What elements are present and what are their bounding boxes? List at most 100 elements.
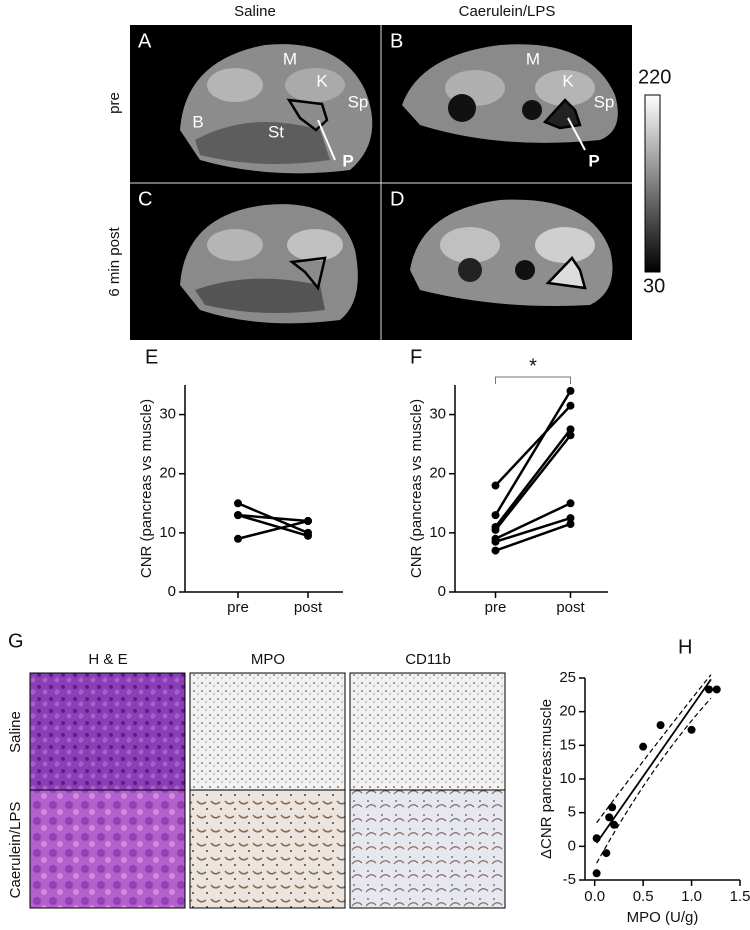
confidence-band [596, 674, 712, 824]
micrograph [349, 672, 506, 791]
data-point [602, 849, 611, 858]
micrograph [29, 672, 186, 791]
significance-mark: * [529, 355, 537, 377]
organ-label: K [562, 71, 574, 90]
panel-letter: E [145, 346, 158, 368]
mri-body [180, 204, 358, 324]
data-point [705, 685, 713, 694]
column-title: CD11b [405, 651, 451, 668]
data-point [566, 401, 575, 410]
y-tick-label: 15 [559, 736, 576, 753]
series-line [494, 428, 572, 528]
data-point [491, 546, 500, 555]
data-point [566, 386, 575, 395]
mri-body [180, 44, 373, 174]
colorbar [644, 94, 661, 273]
x-tick-label: post [556, 599, 585, 616]
row-title: Caerulein/LPS [7, 802, 24, 899]
data-point [687, 725, 696, 734]
x-tick-label: pre [485, 599, 507, 616]
series-line [494, 390, 572, 516]
colorbar-min: 30 [643, 275, 665, 297]
data-point [592, 869, 601, 878]
data-point [234, 534, 242, 543]
y-tick-label: 0 [168, 583, 176, 600]
significance-bracket [495, 376, 571, 384]
y-tick-label: 20 [559, 703, 576, 720]
y-tick-label: 10 [159, 524, 176, 541]
y-tick-label: 10 [429, 524, 446, 541]
data-point [656, 721, 665, 730]
y-tick-label: 30 [159, 406, 176, 423]
y-axis-title: CNR (pancreas vs muscle) [138, 399, 155, 578]
organ-label: Sp [348, 92, 369, 111]
colorbar-max: 220 [638, 66, 671, 88]
y-tick-label: -5 [563, 871, 576, 888]
series-line [237, 519, 309, 540]
column-title: Saline [234, 3, 276, 20]
data-point [234, 499, 242, 508]
panel-letter: B [390, 30, 403, 52]
organ-label: St [268, 122, 284, 141]
mri-body [402, 44, 618, 151]
organ-label: K [316, 71, 328, 90]
data-point [566, 499, 575, 508]
y-axis-title: ΔCNR pancreas:muscle [538, 699, 555, 859]
data-point [605, 813, 614, 822]
data-point [610, 820, 619, 829]
y-tick-label: 10 [559, 770, 576, 787]
panel-letter: D [390, 188, 404, 210]
data-point [491, 537, 500, 546]
series-line [495, 522, 571, 552]
row-title: pre [106, 92, 123, 114]
organ-label: M [526, 49, 540, 68]
micrograph [189, 672, 346, 791]
x-tick-label: 1.5 [730, 888, 750, 905]
organ-label: Sp [594, 92, 615, 111]
row-title: Saline [7, 711, 24, 753]
series-line [494, 404, 572, 487]
micrograph [189, 789, 346, 909]
fit-line [595, 678, 712, 844]
panel-letter: G [8, 630, 24, 652]
x-axis-title: MPO (U/g) [627, 909, 699, 926]
x-tick-label: 0.0 [584, 888, 605, 905]
column-title: Caerulein/LPS [459, 3, 556, 20]
data-point [566, 519, 575, 528]
mri-block: Saline Caerulein/LPS pre 6 min post A B … [106, 3, 671, 340]
data-point [608, 803, 617, 812]
data-point [566, 431, 575, 440]
histology: G H & E MPO CD11b Saline Caerulein/LPS [7, 630, 506, 909]
y-tick-label: 0 [438, 583, 446, 600]
mri-body [410, 199, 613, 306]
x-tick-label: pre [227, 599, 249, 616]
panel-letter: H [678, 636, 692, 658]
organ-label: B [192, 112, 203, 131]
organ-label: M [283, 49, 297, 68]
x-tick-label: 0.5 [633, 888, 654, 905]
data-point [491, 525, 500, 534]
micrograph [29, 789, 186, 909]
data-point [712, 685, 721, 694]
y-tick-label: 25 [559, 669, 576, 686]
data-point [234, 511, 242, 520]
y-tick-label: 0 [568, 837, 576, 854]
y-tick-label: 20 [159, 465, 176, 482]
data-point [491, 481, 500, 490]
confidence-band [596, 697, 712, 864]
y-tick-label: 20 [429, 465, 446, 482]
column-title: MPO [251, 651, 285, 668]
x-tick-label: 1.0 [681, 888, 702, 905]
micrograph [349, 789, 506, 909]
series-line [237, 513, 309, 538]
data-point [304, 517, 312, 526]
series-line [237, 513, 309, 523]
row-title: 6 min post [106, 227, 123, 297]
y-axis-title: CNR (pancreas vs muscle) [408, 399, 425, 578]
data-point [566, 425, 575, 434]
data-point [566, 514, 575, 523]
panel-letter: A [138, 30, 152, 52]
y-tick-label: 5 [568, 804, 576, 821]
organ-label: P [588, 151, 599, 170]
